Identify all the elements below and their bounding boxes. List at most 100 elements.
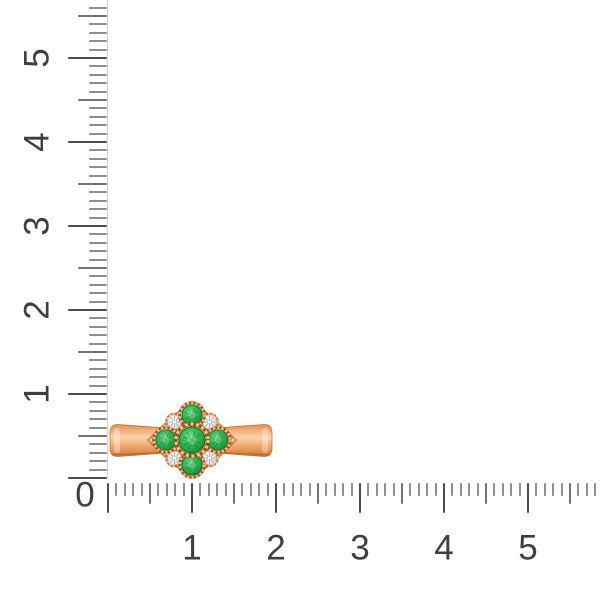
horizontal-ruler-tick xyxy=(157,483,160,496)
horizontal-ruler-label-zero: 0 xyxy=(75,475,95,515)
vertical-ruler-tick xyxy=(78,183,107,185)
horizontal-ruler-tick xyxy=(434,483,437,496)
horizontal-ruler-tick xyxy=(333,483,336,496)
vertical-ruler-tick xyxy=(89,401,107,404)
horizontal-ruler-tick xyxy=(426,483,429,496)
horizontal-ruler-tick xyxy=(518,483,521,496)
horizontal-ruler-tick xyxy=(367,483,370,496)
horizontal-ruler-label: 4 xyxy=(434,528,454,568)
vertical-ruler-tick xyxy=(89,342,107,345)
vertical-ruler-tick xyxy=(89,115,107,118)
horizontal-ruler-label: 3 xyxy=(350,528,370,568)
vertical-ruler-tick xyxy=(89,334,107,337)
horizontal-ruler-tick xyxy=(123,483,126,496)
vertical-ruler-tick xyxy=(89,451,107,454)
horizontal-ruler-tick xyxy=(132,483,135,496)
horizontal-ruler-tick xyxy=(493,483,496,496)
vertical-ruler-tick xyxy=(89,149,107,152)
horizontal-ruler-tick xyxy=(233,483,235,504)
horizontal-ruler-tick xyxy=(275,483,277,513)
horizontal-ruler-tick xyxy=(451,483,454,496)
vertical-ruler-tick xyxy=(89,468,107,471)
vertical-ruler-tick xyxy=(89,48,107,51)
horizontal-ruler-tick xyxy=(266,483,269,496)
vertical-ruler-tick xyxy=(68,141,107,143)
horizontal-ruler-tick xyxy=(342,483,345,496)
vertical-ruler-tick xyxy=(89,384,107,387)
horizontal-ruler-tick xyxy=(317,483,319,504)
vertical-ruler-tick xyxy=(68,225,107,227)
vertical-ruler-tick xyxy=(89,199,107,202)
horizontal-ruler-tick xyxy=(191,483,193,513)
horizontal-ruler-tick xyxy=(577,483,580,496)
vertical-ruler-tick xyxy=(89,275,107,278)
vertical-ruler-tick xyxy=(78,99,107,101)
vertical-ruler-tick xyxy=(89,426,107,429)
vertical-ruler-tick xyxy=(89,443,107,446)
vertical-ruler-tick xyxy=(89,157,107,160)
horizontal-ruler-tick xyxy=(485,483,487,504)
vertical-ruler-tick xyxy=(89,367,107,370)
vertical-ruler-tick xyxy=(89,376,107,379)
horizontal-ruler-tick xyxy=(291,483,294,496)
vertical-ruler-tick xyxy=(89,107,107,110)
vertical-ruler-tick xyxy=(78,435,107,437)
horizontal-ruler-tick xyxy=(216,483,219,496)
horizontal-ruler-tick xyxy=(401,483,403,504)
horizontal-ruler-tick xyxy=(392,483,395,496)
vertical-ruler-tick xyxy=(89,40,107,43)
vertical-ruler-tick xyxy=(89,250,107,253)
vertical-ruler-tick xyxy=(89,31,107,34)
vertical-ruler-tick xyxy=(68,57,107,59)
vertical-ruler-tick xyxy=(89,292,107,295)
emerald-stone-center xyxy=(174,422,210,458)
vertical-ruler-tick xyxy=(89,325,107,328)
horizontal-ruler-tick xyxy=(443,483,445,513)
vertical-ruler-tick xyxy=(89,359,107,362)
vertical-ruler-tick xyxy=(89,6,107,9)
vertical-ruler-tick xyxy=(89,258,107,261)
horizontal-ruler-label: 5 xyxy=(518,528,538,568)
vertical-ruler-tick xyxy=(89,460,107,463)
horizontal-ruler-tick xyxy=(165,483,168,496)
horizontal-ruler-tick xyxy=(409,483,412,496)
vertical-ruler-tick xyxy=(89,65,107,68)
vertical-ruler-tick xyxy=(89,132,107,135)
horizontal-ruler-tick xyxy=(459,483,462,496)
vertical-ruler-tick xyxy=(68,477,107,479)
horizontal-ruler-tick xyxy=(149,483,151,504)
vertical-ruler-tick xyxy=(89,191,107,194)
horizontal-ruler-tick xyxy=(552,483,555,496)
horizontal-ruler-tick xyxy=(249,483,252,496)
horizontal-ruler-tick xyxy=(543,483,546,496)
vertical-ruler-tick xyxy=(89,418,107,421)
horizontal-ruler-tick xyxy=(350,483,353,496)
horizontal-ruler-tick xyxy=(258,483,261,496)
vertical-ruler-tick xyxy=(89,82,107,85)
vertical-ruler-tick xyxy=(89,216,107,219)
horizontal-ruler-tick xyxy=(417,483,420,496)
horizontal-ruler-tick xyxy=(308,483,311,496)
horizontal-ruler-tick xyxy=(182,483,185,496)
horizontal-ruler-tick xyxy=(535,483,538,496)
horizontal-ruler-tick xyxy=(283,483,286,496)
vertical-ruler-tick xyxy=(89,208,107,211)
horizontal-ruler-tick xyxy=(510,483,513,496)
horizontal-ruler-label: 1 xyxy=(182,528,202,568)
horizontal-ruler-tick xyxy=(300,483,303,496)
horizontal-ruler-tick xyxy=(174,483,177,496)
vertical-ruler-tick xyxy=(89,283,107,286)
horizontal-ruler-tick xyxy=(384,483,387,496)
vertical-ruler-edge xyxy=(107,0,108,478)
vertical-ruler-tick xyxy=(89,233,107,236)
horizontal-ruler-tick xyxy=(107,483,109,513)
horizontal-ruler-tick xyxy=(476,483,479,496)
horizontal-ruler-tick xyxy=(140,483,143,496)
horizontal-ruler-tick xyxy=(241,483,244,496)
vertical-ruler-tick xyxy=(89,241,107,244)
vertical-ruler-tick xyxy=(89,90,107,93)
horizontal-ruler-label: 2 xyxy=(266,528,286,568)
horizontal-ruler-tick xyxy=(501,483,504,496)
